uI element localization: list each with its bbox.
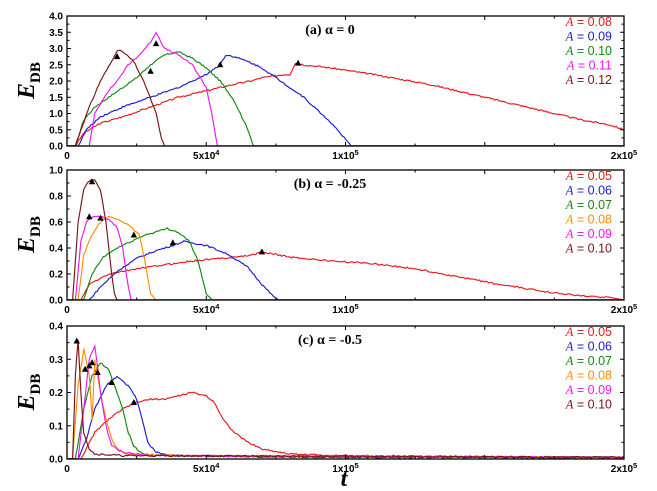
series-line-a-0-09 bbox=[67, 215, 624, 300]
x-tick-label: 1x105 bbox=[332, 461, 358, 475]
series-line-a-0-08 bbox=[67, 215, 624, 300]
peak-marker bbox=[88, 359, 96, 366]
series-line-a-0-10 bbox=[67, 340, 624, 459]
peak-marker bbox=[147, 67, 154, 74]
y-tick-label: 0.0 bbox=[49, 142, 63, 153]
panel-c: 0.0 0.1 0.2 0.3 0.4 0 5x104 1x105 2x105 (c) α = -… bbox=[14, 322, 637, 476]
y-tick-label: 0.8 bbox=[49, 192, 63, 203]
peak-marker bbox=[113, 53, 121, 60]
legend-entry: A = 0.10 bbox=[565, 398, 612, 412]
peak-marker bbox=[86, 213, 93, 220]
peak-marker bbox=[294, 59, 302, 66]
series-line-a-0-12 bbox=[67, 49, 624, 146]
x-tick-label: 2x105 bbox=[611, 461, 637, 475]
series-line-a-0-10 bbox=[67, 51, 624, 146]
y-tick-label: 0.2 bbox=[49, 270, 63, 281]
x-tick-label: 2x105 bbox=[611, 302, 637, 316]
x-tick-label: 5x104 bbox=[193, 302, 220, 316]
x-tick-label: 1x105 bbox=[332, 302, 358, 316]
peak-marker bbox=[130, 398, 138, 405]
legend-entry: A = 0.08 bbox=[565, 15, 612, 29]
y-tick-label: 0.3 bbox=[49, 355, 63, 366]
peak-marker bbox=[169, 239, 177, 246]
x-tick-label: 0 bbox=[64, 464, 70, 475]
y-tick-label: 2.5 bbox=[49, 60, 63, 71]
series-line-a-0-05 bbox=[67, 250, 624, 300]
x-axis-label: t bbox=[341, 466, 349, 491]
series-group bbox=[67, 340, 624, 459]
y-tick-label: 4.0 bbox=[49, 12, 63, 23]
y-tick-label: 0.4 bbox=[49, 322, 63, 333]
series-line-a-0-08 bbox=[67, 348, 624, 459]
x-tick-label: 0 bbox=[64, 305, 70, 316]
peak-marker bbox=[258, 248, 266, 255]
legend-entry: A = 0.06 bbox=[565, 184, 612, 198]
y-tick-label: 0.6 bbox=[49, 218, 63, 229]
series-group bbox=[67, 179, 624, 300]
panel-title: (b) α = -0.25 bbox=[294, 177, 367, 192]
series-line-a-0-09 bbox=[67, 54, 624, 146]
y-tick-label: 0.1 bbox=[49, 421, 63, 432]
y-tick-label: 3.5 bbox=[49, 28, 63, 39]
series-line-a-0-08 bbox=[67, 63, 624, 146]
series-line-a-0-07 bbox=[67, 227, 624, 300]
legend-entry: A = 0.07 bbox=[565, 198, 612, 212]
peak-marker bbox=[88, 178, 96, 185]
x-tick-label: 1x105 bbox=[332, 148, 358, 162]
peak-marker bbox=[152, 40, 160, 47]
legend-entry: A = 0.08 bbox=[565, 369, 612, 383]
series-line-a-0-11 bbox=[67, 31, 624, 146]
legend-entry: A = 0.10 bbox=[565, 242, 612, 256]
legend-entry: A = 0.05 bbox=[565, 325, 612, 339]
x-tick-label: 5x104 bbox=[193, 148, 220, 162]
legend-entry: A = 0.09 bbox=[565, 227, 612, 241]
x-tick-label: 0 bbox=[64, 151, 70, 162]
y-tick-label: 1.5 bbox=[49, 93, 63, 104]
series-line-a-0-06 bbox=[67, 240, 624, 300]
peak-marker bbox=[108, 379, 115, 386]
y-tick-label: 1.0 bbox=[49, 166, 63, 177]
legend-entry: A = 0.10 bbox=[565, 44, 612, 58]
legend-entry: A = 0.06 bbox=[565, 340, 612, 354]
series-line-a-0-06 bbox=[67, 375, 624, 459]
legend-entry: A = 0.08 bbox=[565, 213, 612, 227]
legend-entry: A = 0.09 bbox=[565, 383, 612, 397]
legend-entry: A = 0.09 bbox=[565, 30, 612, 44]
x-tick-label: 2x105 bbox=[611, 148, 637, 162]
y-axis-label: EDB bbox=[14, 374, 44, 412]
panel-b: 0.0 0.2 0.4 0.6 0.8 1.0 0 5x104 1x105 2x105 (b) α … bbox=[14, 166, 637, 317]
legend-entry: A = 0.05 bbox=[565, 169, 612, 183]
y-tick-label: 0.2 bbox=[49, 388, 63, 399]
series-line-a-0-10 bbox=[67, 179, 624, 300]
y-tick-label: 0.0 bbox=[49, 296, 63, 307]
legend-entry: A = 0.07 bbox=[565, 354, 612, 368]
peak-marker bbox=[81, 365, 89, 372]
y-tick-label: 0.5 bbox=[49, 125, 63, 136]
legend-entry: A = 0.12 bbox=[565, 73, 612, 87]
legend-entry: A = 0.11 bbox=[566, 59, 612, 73]
panel-title: (c) α = -0.5 bbox=[298, 333, 362, 348]
x-tick-label: 5x104 bbox=[193, 461, 220, 475]
panel-a: 0.0 0.5 1.0 1.5 2.0 2.5 3.0 3.5 4.0 0 5x104 1x105 2x… bbox=[14, 12, 637, 163]
peak-marker bbox=[97, 214, 104, 221]
peak-marker bbox=[216, 61, 224, 68]
y-axis-label: EDB bbox=[14, 62, 44, 100]
y-tick-label: 1.0 bbox=[49, 109, 63, 120]
y-tick-label: 0.0 bbox=[49, 455, 63, 466]
peak-marker bbox=[130, 231, 138, 238]
y-axis-label: EDB bbox=[14, 216, 44, 254]
y-tick-label: 0.4 bbox=[49, 244, 63, 255]
peak-marker bbox=[73, 337, 80, 344]
series-line-a-0-05 bbox=[67, 391, 624, 459]
series-line-a-0-07 bbox=[67, 362, 624, 459]
y-tick-label: 3.0 bbox=[49, 44, 63, 55]
peak-marker bbox=[86, 362, 93, 369]
series-line-a-0-09 bbox=[67, 343, 624, 459]
y-tick-label: 2.0 bbox=[49, 77, 63, 88]
series-group bbox=[67, 31, 624, 146]
panel-title: (a) α = 0 bbox=[305, 23, 355, 38]
peak-marker bbox=[94, 369, 101, 376]
